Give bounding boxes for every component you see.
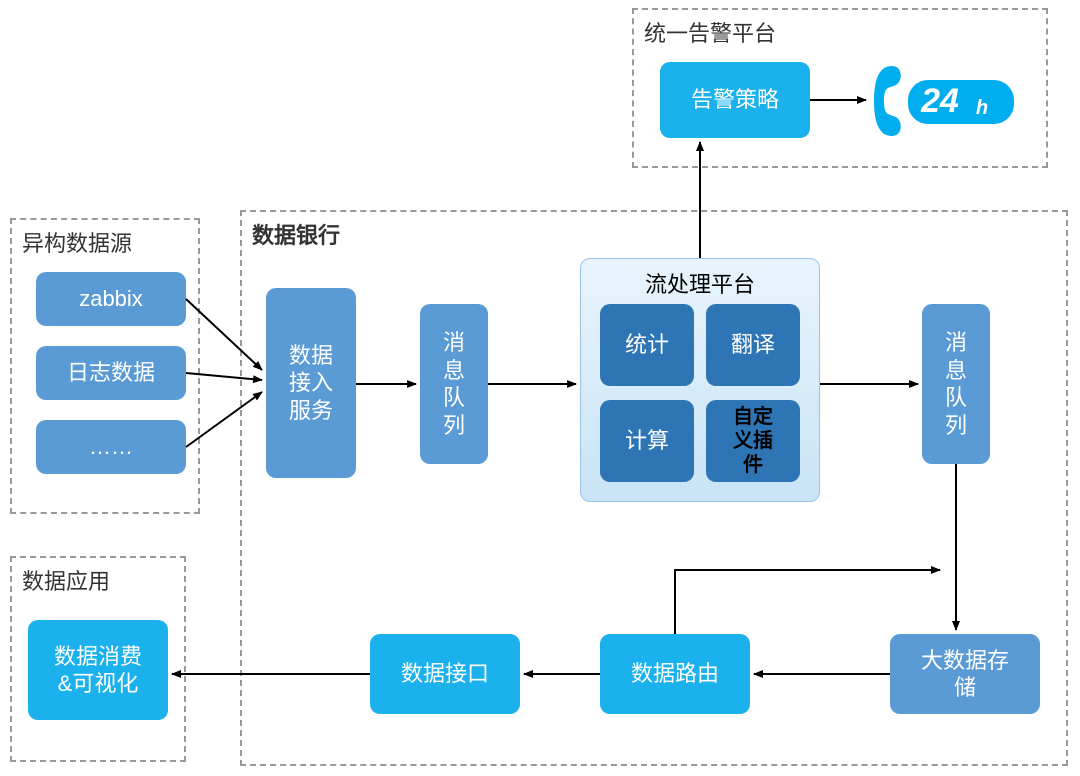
node-data-api: 数据接口 (370, 634, 520, 714)
node-zabbix: zabbix (36, 272, 186, 326)
node-more-src: …… (36, 420, 186, 474)
node-alert-policy-label: 告警策略 (691, 86, 779, 114)
node-zabbix-label: zabbix (79, 285, 143, 313)
node-stat: 统计 (600, 304, 694, 386)
node-stream-box-title: 流处理平台 (581, 267, 819, 299)
node-translate: 翻译 (706, 304, 800, 386)
node-data-access-label: 数据 接入 服务 (289, 342, 333, 425)
phone-24h-h: h (976, 97, 988, 119)
node-msg-queue-1-label: 消 息 队 列 (443, 329, 465, 439)
node-log-data: 日志数据 (36, 346, 186, 400)
node-msg-queue-1: 消 息 队 列 (420, 304, 488, 464)
node-stat-label: 统计 (625, 332, 669, 358)
node-custom-plugin: 自定 义插 件 (706, 400, 800, 482)
phone-24h-icon: 24 h (870, 56, 1030, 146)
node-big-storage-label: 大数据存 储 (921, 647, 1009, 702)
group-data-bank-label: 数据银行 (252, 218, 340, 250)
phone-24h-24: 24 (920, 82, 959, 120)
node-msg-queue-2-label: 消 息 队 列 (945, 329, 967, 439)
node-compute-label: 计算 (625, 428, 669, 454)
node-more-src-label: …… (89, 433, 133, 461)
node-custom-plugin-label: 自定 义插 件 (733, 405, 773, 477)
node-msg-queue-2: 消 息 队 列 (922, 304, 990, 464)
node-translate-label: 翻译 (731, 332, 775, 358)
node-data-route-label: 数据路由 (631, 660, 719, 688)
group-data-sources-label: 异构数据源 (22, 226, 132, 258)
node-big-storage: 大数据存 储 (890, 634, 1040, 714)
node-alert-policy: 告警策略 (660, 62, 810, 138)
group-data-app-label: 数据应用 (22, 564, 110, 596)
node-data-route: 数据路由 (600, 634, 750, 714)
node-data-access: 数据 接入 服务 (266, 288, 356, 478)
node-log-data-label: 日志数据 (67, 359, 155, 387)
node-data-api-label: 数据接口 (401, 660, 489, 688)
node-data-consume: 数据消费 &可视化 (28, 620, 168, 720)
group-alert-platform-label: 统一告警平台 (644, 16, 776, 48)
node-data-consume-label: 数据消费 &可视化 (54, 643, 142, 698)
node-compute: 计算 (600, 400, 694, 482)
